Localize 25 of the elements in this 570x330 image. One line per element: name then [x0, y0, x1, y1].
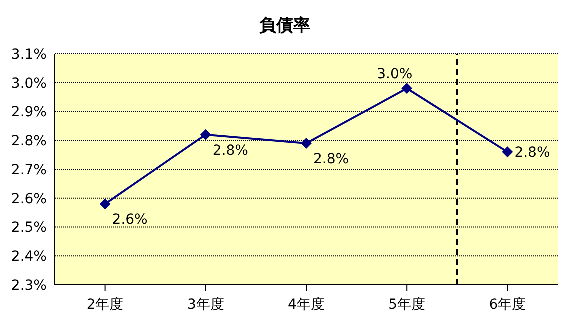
y-tick-label: 2.7% — [11, 162, 47, 178]
data-label: 3.0% — [377, 66, 413, 83]
y-tick-label: 2.5% — [11, 220, 47, 236]
point — [100, 198, 111, 210]
y-tick-label: 2.9% — [11, 104, 47, 121]
point — [301, 138, 312, 150]
data-label: 2.8% — [314, 152, 350, 168]
x-tick-label: 2年度 — [86, 296, 124, 313]
point — [402, 83, 413, 94]
y-tick-label: 2.8% — [11, 134, 47, 150]
x-tick-label: 3年度 — [187, 296, 224, 313]
data-label: 2.8% — [514, 145, 550, 162]
x-tick-label: 6年度 — [489, 296, 526, 313]
y-tick-label: 2.3% — [11, 278, 47, 294]
chart-title: 負債率 — [258, 15, 312, 38]
x-tick-label: 4年度 — [288, 296, 325, 313]
y-tick-label: 3.0% — [11, 76, 47, 92]
point — [502, 146, 514, 158]
point — [200, 129, 212, 140]
y-tick-label: 3.1% — [11, 46, 47, 63]
data-label: 2.8% — [212, 142, 248, 159]
data-label: 2.6% — [112, 212, 148, 228]
y-tick-label: 2.4% — [11, 249, 47, 266]
y-tick-label: 2.6% — [11, 191, 47, 208]
x-tick-label: 5年度 — [388, 296, 426, 313]
